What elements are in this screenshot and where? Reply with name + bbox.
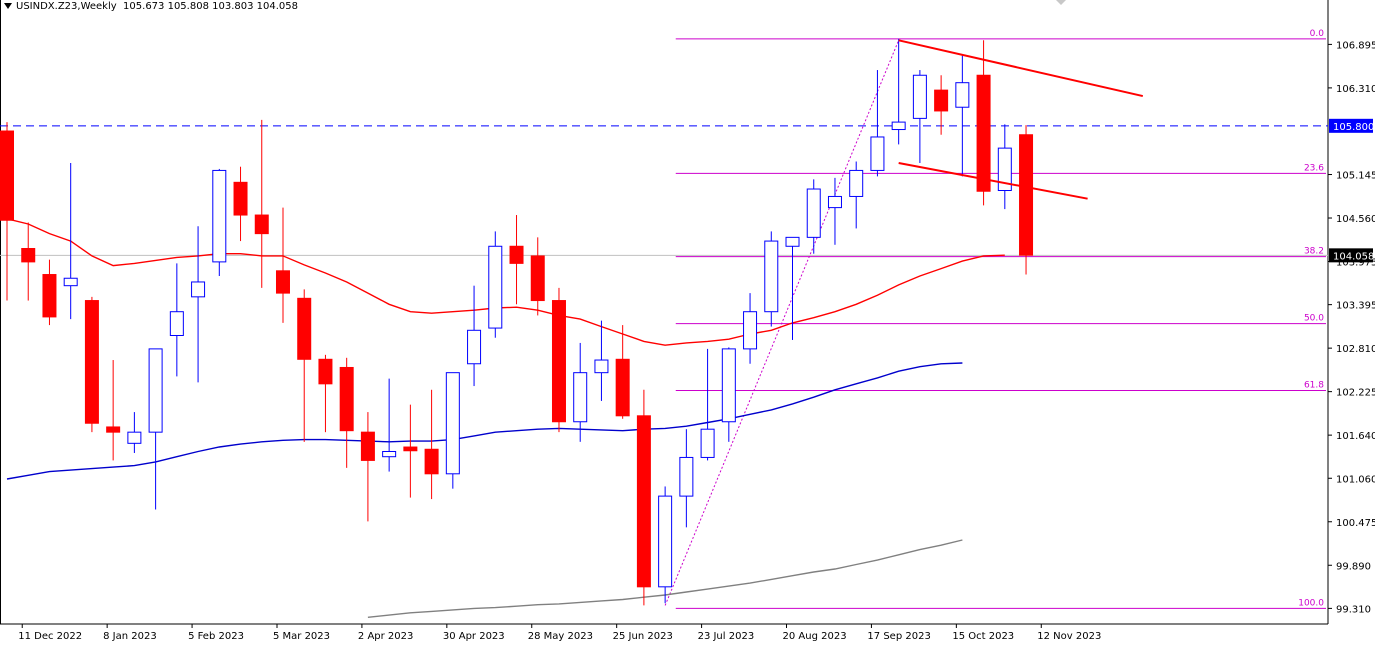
y-tick-label: 101.640 <box>1336 431 1375 442</box>
candle-bull <box>806 188 821 238</box>
candle-bull <box>891 121 906 131</box>
x-tick-label: 8 Jan 2023 <box>103 631 157 642</box>
horizontal-line-price-label-bg <box>1329 118 1373 133</box>
current-price-label: 104.058 <box>1333 251 1374 262</box>
candle-bull <box>445 372 460 475</box>
candle-bull <box>827 195 842 209</box>
y-tick-label: 101.060 <box>1336 474 1375 485</box>
trendline <box>898 162 1088 200</box>
candle-bull <box>721 348 736 423</box>
y-tick-label: 99.890 <box>1336 561 1371 572</box>
candle-bull <box>997 147 1012 192</box>
candle-bear <box>509 245 524 264</box>
x-tick-label: 5 Mar 2023 <box>273 631 330 642</box>
y-tick-label: 100.475 <box>1336 518 1375 529</box>
candle-bear <box>530 255 545 302</box>
candle-bear <box>254 214 269 235</box>
x-tick-label: 15 Oct 2023 <box>952 631 1014 642</box>
fib-level-label: 38.2 <box>1304 247 1324 257</box>
trendline <box>898 39 1144 98</box>
candle-bull <box>658 495 673 588</box>
y-tick-label: 102.225 <box>1336 388 1375 399</box>
candle-bear <box>339 366 354 432</box>
y-tick-label: 105.145 <box>1336 171 1375 182</box>
candle-bear <box>21 248 36 263</box>
fib-level-label: 23.6 <box>1304 163 1324 173</box>
x-tick-label: 23 Jul 2023 <box>698 631 755 642</box>
candle-bear <box>275 270 290 294</box>
candle-bear <box>42 274 57 318</box>
candle-bull <box>870 136 885 171</box>
candle-bull <box>594 359 609 374</box>
fib-level-label: 61.8 <box>1304 381 1324 391</box>
candle-bear <box>233 181 248 216</box>
candle-bear <box>934 89 949 112</box>
candle-bull <box>127 431 142 444</box>
candle-bull <box>679 456 694 497</box>
candle-bull <box>743 311 758 350</box>
candle-bull <box>764 240 779 313</box>
candle-bear <box>360 431 375 461</box>
y-tick-label: 103.395 <box>1336 301 1375 312</box>
candle-bear <box>0 130 14 221</box>
chart-header: USINDX.Z23,Weekly 105.673 105.808 103.80… <box>4 1 298 12</box>
candle-bull <box>382 450 397 458</box>
fib-level-label: 0.0 <box>1310 29 1325 39</box>
candle-bull <box>169 311 184 336</box>
candle-bear <box>424 448 439 475</box>
y-tick-label: 106.895 <box>1336 40 1375 51</box>
candle-bull <box>63 277 78 287</box>
candle-bear <box>318 358 333 385</box>
candle-bear <box>615 358 630 417</box>
candle-bull <box>912 74 927 119</box>
x-tick-label: 20 Aug 2023 <box>783 631 847 642</box>
candle-bear <box>84 300 99 424</box>
candle-bull <box>191 281 206 298</box>
y-tick-label: 102.810 <box>1336 344 1375 355</box>
y-tick-label: 99.310 <box>1336 604 1371 615</box>
candle-bear <box>976 74 991 192</box>
candle-bear <box>1019 134 1034 256</box>
y-tick-label: 104.560 <box>1336 214 1375 225</box>
x-tick-label: 28 May 2023 <box>528 631 593 642</box>
x-tick-label: 11 Dec 2022 <box>18 631 82 642</box>
moving-average-ma_mid <box>6 362 963 480</box>
symbol-timeframe: USINDX.Z23,Weekly <box>16 1 117 12</box>
moving-average-ma_fast <box>6 218 1005 346</box>
y-tick-label: 103.975 <box>1336 258 1375 269</box>
candle-bull <box>849 169 864 197</box>
candle-bull <box>573 372 588 423</box>
fib-level-label: 100.0 <box>1298 598 1324 608</box>
x-tick-label: 17 Sep 2023 <box>867 631 930 642</box>
fib-diagonal <box>664 40 900 606</box>
x-tick-label: 12 Nov 2023 <box>1037 631 1101 642</box>
candle-bear <box>403 446 418 452</box>
x-tick-label: 25 Jun 2023 <box>613 631 673 642</box>
fib-level-label: 50.0 <box>1304 314 1324 324</box>
candle-bull <box>467 329 482 365</box>
candle-bull <box>212 169 227 263</box>
candle-bear <box>106 426 121 433</box>
x-tick-label: 5 Feb 2023 <box>188 631 244 642</box>
candle-bull <box>488 245 503 329</box>
candle-bear <box>551 300 566 423</box>
horizontal-line-price-label: 105.800 <box>1333 122 1374 133</box>
ohlc-values: 105.673 105.808 103.803 104.058 <box>123 1 298 12</box>
shift-marker-icon <box>1056 0 1066 5</box>
current-price-label-bg <box>1329 248 1373 263</box>
candle-bull <box>785 236 800 247</box>
candle-bull <box>148 348 163 433</box>
candle-bear <box>636 415 651 588</box>
x-tick-label: 30 Apr 2023 <box>443 631 505 642</box>
candle-bull <box>955 82 970 108</box>
candle-bull <box>700 428 715 458</box>
x-tick-label: 2 Apr 2023 <box>358 631 413 642</box>
dropdown-triangle-icon[interactable] <box>4 3 12 9</box>
candle-bear <box>297 297 312 360</box>
y-tick-label: 106.310 <box>1336 84 1375 95</box>
